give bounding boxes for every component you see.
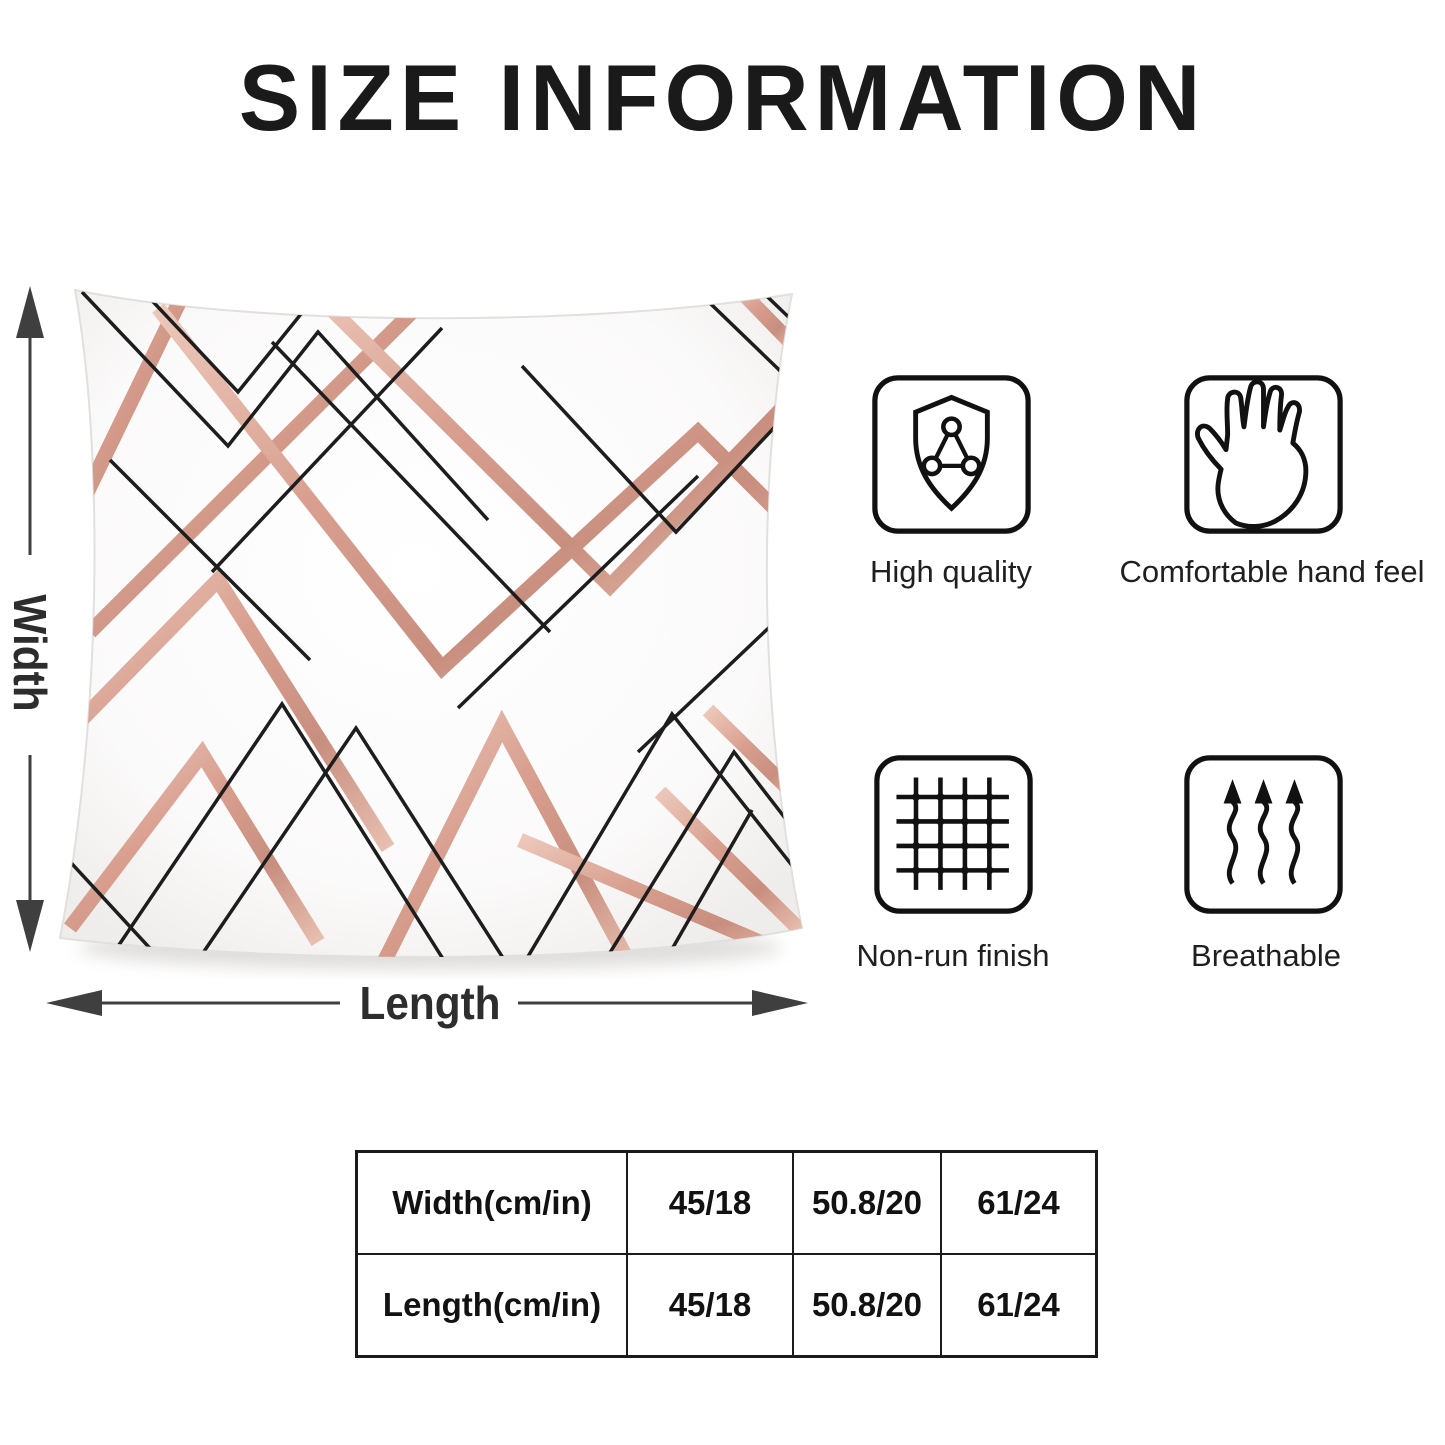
table-cell: 61/24 xyxy=(940,1150,1098,1255)
feature-high-quality xyxy=(870,373,1033,536)
table-cell: 50.8/20 xyxy=(792,1150,942,1255)
table-row: Length(cm/in) 45/18 50.8/20 61/24 xyxy=(355,1253,1098,1358)
page-title: SIZE INFORMATION xyxy=(238,45,1207,150)
pillow-image xyxy=(50,280,810,980)
feature-non-run-finish xyxy=(872,753,1035,916)
table-row-label: Width(cm/in) xyxy=(355,1150,628,1255)
feature-comfortable-hand-feel xyxy=(1182,373,1345,536)
length-dimension-label: Length xyxy=(359,977,501,1029)
feature-label-comfortable-hand-feel: Comfortable hand feel xyxy=(1119,554,1425,589)
breathable-icon xyxy=(1184,755,1343,914)
table-cell: 50.8/20 xyxy=(792,1253,942,1358)
table-cell: 45/18 xyxy=(626,1253,794,1358)
feature-breathable xyxy=(1182,753,1345,916)
hand-icon xyxy=(1184,375,1343,534)
length-arrow xyxy=(46,990,808,1016)
size-table: Width(cm/in) 45/18 50.8/20 61/24 Length(… xyxy=(355,1150,1098,1358)
grid-icon xyxy=(874,755,1033,914)
table-row-label: Length(cm/in) xyxy=(355,1253,628,1358)
table-row: Width(cm/in) 45/18 50.8/20 61/24 xyxy=(355,1150,1098,1255)
feature-label-breathable: Breathable xyxy=(1191,938,1341,973)
feature-label-high-quality: High quality xyxy=(870,554,1032,589)
table-cell: 61/24 xyxy=(940,1253,1098,1358)
shield-icon xyxy=(872,375,1031,534)
width-dimension-label: Width xyxy=(4,594,56,712)
pillow-pattern xyxy=(60,290,802,958)
table-cell: 45/18 xyxy=(626,1150,794,1255)
width-arrow xyxy=(16,286,44,952)
feature-label-non-run-finish: Non-run finish xyxy=(856,938,1050,973)
pillow-graphic xyxy=(58,288,804,970)
